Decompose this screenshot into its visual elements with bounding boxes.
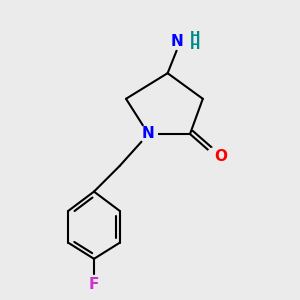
Circle shape [85, 275, 103, 293]
Text: N: N [171, 34, 184, 49]
Text: N: N [142, 127, 155, 142]
Text: H: H [190, 40, 200, 52]
Circle shape [171, 32, 189, 50]
Circle shape [140, 125, 158, 143]
Text: H: H [190, 30, 200, 43]
Text: F: F [89, 277, 99, 292]
Circle shape [207, 147, 225, 165]
Text: O: O [214, 149, 227, 164]
